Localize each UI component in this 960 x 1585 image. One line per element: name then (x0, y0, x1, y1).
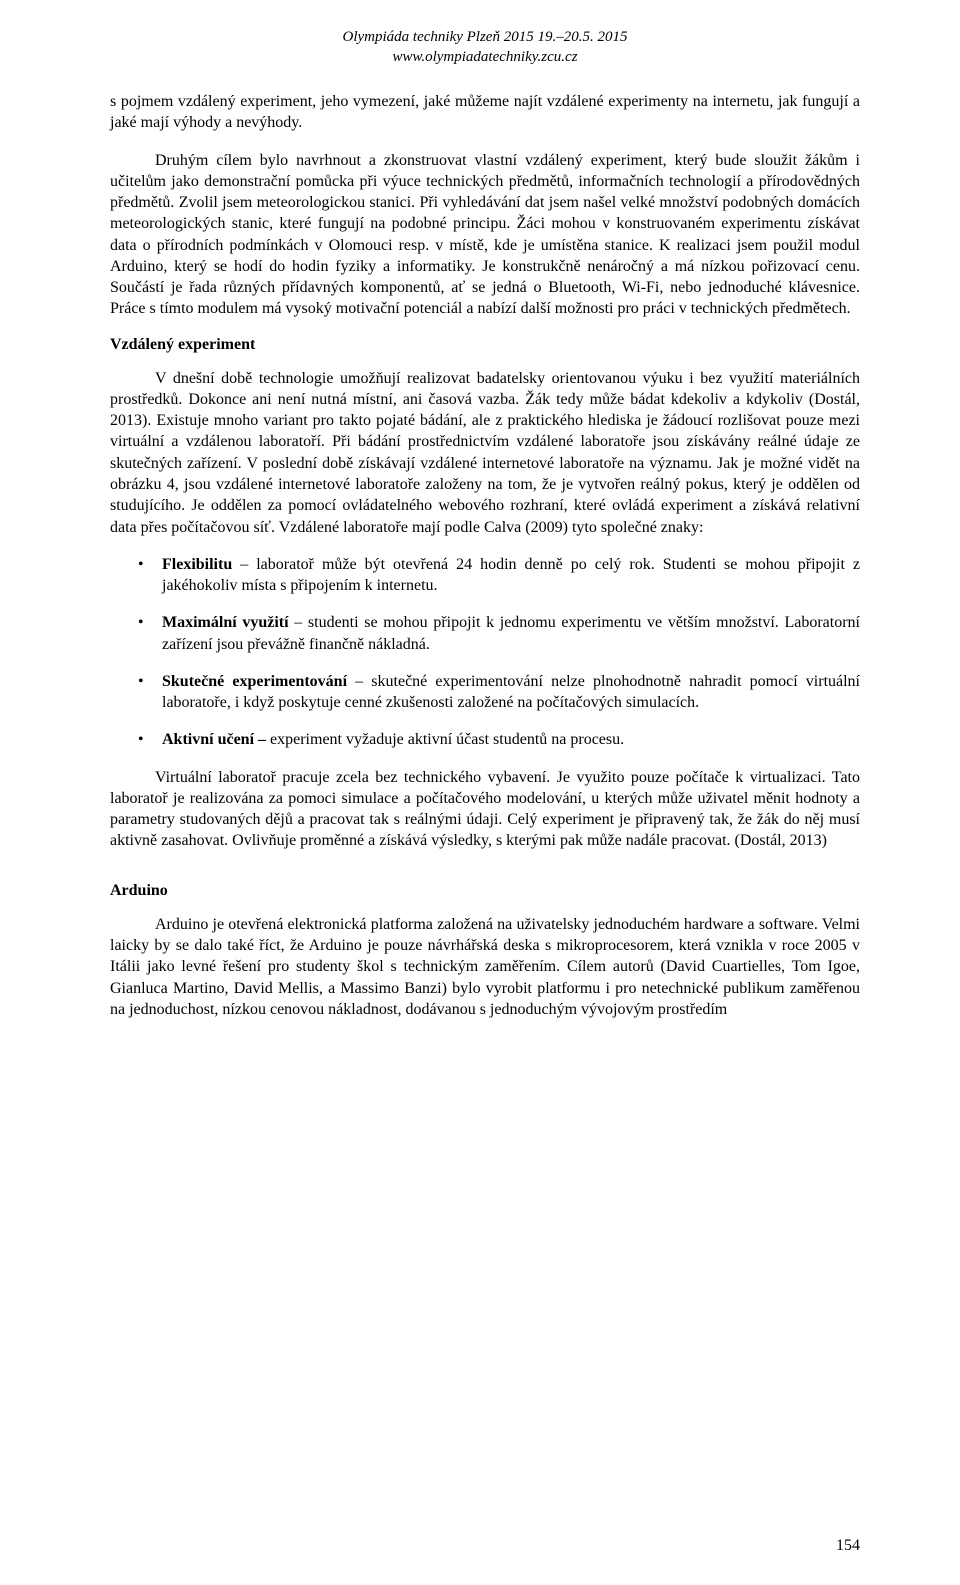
bullet-text: – laboratoř může být otevřená 24 hodin d… (162, 556, 860, 594)
document-page: Olympiáda techniky Plzeň 2015 19.–20.5. … (0, 0, 960, 1585)
bullet-text: experiment vyžaduje aktivní účast studen… (270, 731, 624, 748)
paragraph-4: Virtuální laboratoř pracuje zcela bez te… (110, 767, 860, 852)
bullet-lead: Skutečné experimentování (162, 673, 347, 690)
paragraph-1: s pojmem vzdálený experiment, jeho vymez… (110, 91, 860, 134)
bullet-item-maximalni: Maximální využití – studenti se mohou př… (110, 612, 860, 655)
bullet-item-aktivni: Aktivní učení – experiment vyžaduje akti… (110, 729, 860, 750)
bullet-lead: Maximální využití (162, 614, 289, 631)
bullet-lead: Aktivní učení – (162, 731, 270, 748)
paragraph-3: V dnešní době technologie umožňují reali… (110, 368, 860, 538)
bullet-item-flexibilitu: Flexibilitu – laboratoř může být otevřen… (110, 554, 860, 597)
page-number: 154 (836, 1537, 860, 1555)
header-line-2: www.olympiadatechniky.zcu.cz (110, 48, 860, 68)
bullet-item-skutecne: Skutečné experimentování – skutečné expe… (110, 671, 860, 714)
heading-arduino: Arduino (110, 882, 860, 900)
page-header: Olympiáda techniky Plzeň 2015 19.–20.5. … (110, 28, 860, 67)
bullet-lead: Flexibilitu (162, 556, 232, 573)
bullet-list: Flexibilitu – laboratoř může být otevřen… (110, 554, 860, 751)
paragraph-5: Arduino je otevřená elektronická platfor… (110, 914, 860, 1020)
spacer (110, 868, 860, 882)
paragraph-2: Druhým cílem bylo navrhnout a zkonstruov… (110, 150, 860, 320)
header-line-1: Olympiáda techniky Plzeň 2015 19.–20.5. … (110, 28, 860, 48)
heading-vzdaleny-experiment: Vzdálený experiment (110, 336, 860, 354)
